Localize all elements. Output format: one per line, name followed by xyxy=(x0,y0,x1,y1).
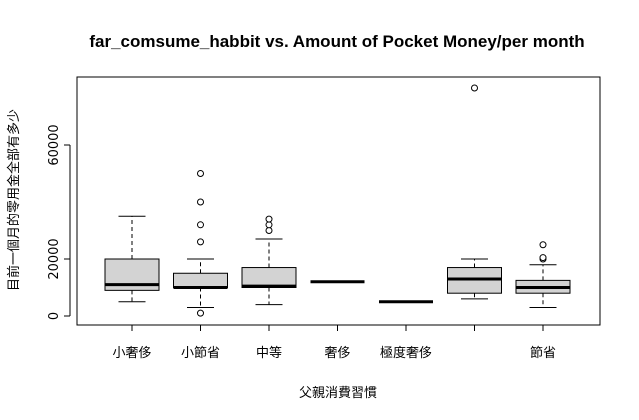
outlier-point xyxy=(197,198,204,206)
box-1 xyxy=(104,215,160,303)
y-axis-label: 目前一個月的零用金全部有多少 xyxy=(6,109,22,291)
outlier-point xyxy=(265,227,273,234)
outlier-point xyxy=(197,238,204,246)
outlier-point xyxy=(197,221,204,229)
outlier-point xyxy=(265,215,273,223)
outlier-point xyxy=(471,84,478,92)
box-6 xyxy=(447,84,502,300)
y-tick-label: 0 xyxy=(47,312,62,320)
y-axis: 0 20000 60000 xyxy=(47,124,71,320)
outlier-point xyxy=(539,241,547,249)
box-2 xyxy=(173,170,228,317)
x-tick-label: 中等 xyxy=(256,345,282,361)
box-iqr xyxy=(241,267,297,288)
x-tick-label: 小奢侈 xyxy=(112,346,151,361)
box-7 xyxy=(515,241,571,308)
x-tick-label: 極度奢侈 xyxy=(380,345,432,361)
y-tick-label: 20000 xyxy=(47,238,62,279)
box-iqr xyxy=(173,272,228,288)
x-tick-label: 小節省 xyxy=(181,346,220,361)
y-tick-label: 60000 xyxy=(47,124,62,165)
x-axis-label: 父親消費習慣 xyxy=(299,385,377,401)
x-axis: 小奢侈 小節省 中等 奢侈 極度奢侈 節省 xyxy=(112,324,556,361)
outlier-point xyxy=(197,170,204,177)
chart-title: far_comsume_habbit vs. Amount of Pocket … xyxy=(89,32,584,51)
x-tick-label: 節省 xyxy=(530,346,556,361)
box-3 xyxy=(241,215,297,306)
boxes-layer xyxy=(104,84,571,317)
x-tick-label: 奢侈 xyxy=(324,346,350,361)
outlier-point xyxy=(197,309,204,317)
outlier-point xyxy=(265,221,273,229)
outlier-point xyxy=(539,254,547,262)
